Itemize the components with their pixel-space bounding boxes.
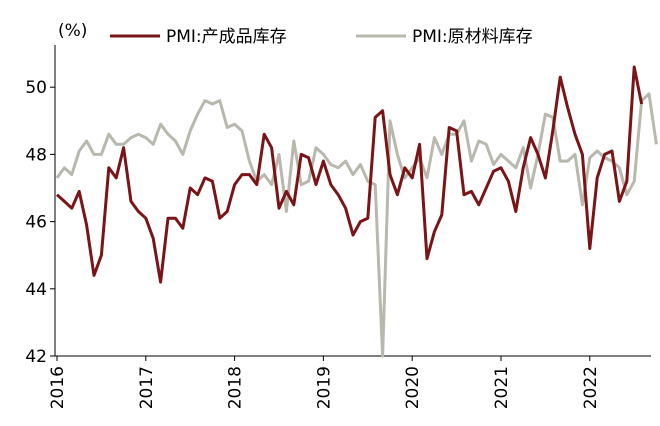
series-line-0 [55,65,644,284]
y-tick-label: 44 [25,280,47,300]
legend-label-0: PMI:产成品库存 [166,27,287,47]
x-tick-label: 2020 [403,366,423,409]
y-axis-unit-label: (%) [58,21,87,41]
x-tick-label: 2021 [492,366,512,409]
x-tick-label: 2016 [48,366,68,409]
x-tick-label: 2017 [137,366,157,409]
series-lines [55,65,658,358]
x-tick-label: 2022 [581,366,601,409]
x-tick-label: 2019 [314,366,334,409]
legend-label-1: PMI:原材料库存 [412,27,533,47]
legend: PMI:产成品库存 PMI:原材料库存 [110,27,533,47]
y-tick-label: 46 [25,213,47,233]
y-axis: 42 44 46 48 50 [25,45,56,367]
series-line-1 [55,92,658,358]
y-tick-label: 48 [25,145,47,165]
y-tick-label: 42 [25,347,47,367]
x-axis: 2016 2017 2018 2019 2020 2021 2022 [48,355,651,409]
y-tick-label: 50 [25,78,47,98]
x-tick-label: 2018 [226,366,246,409]
